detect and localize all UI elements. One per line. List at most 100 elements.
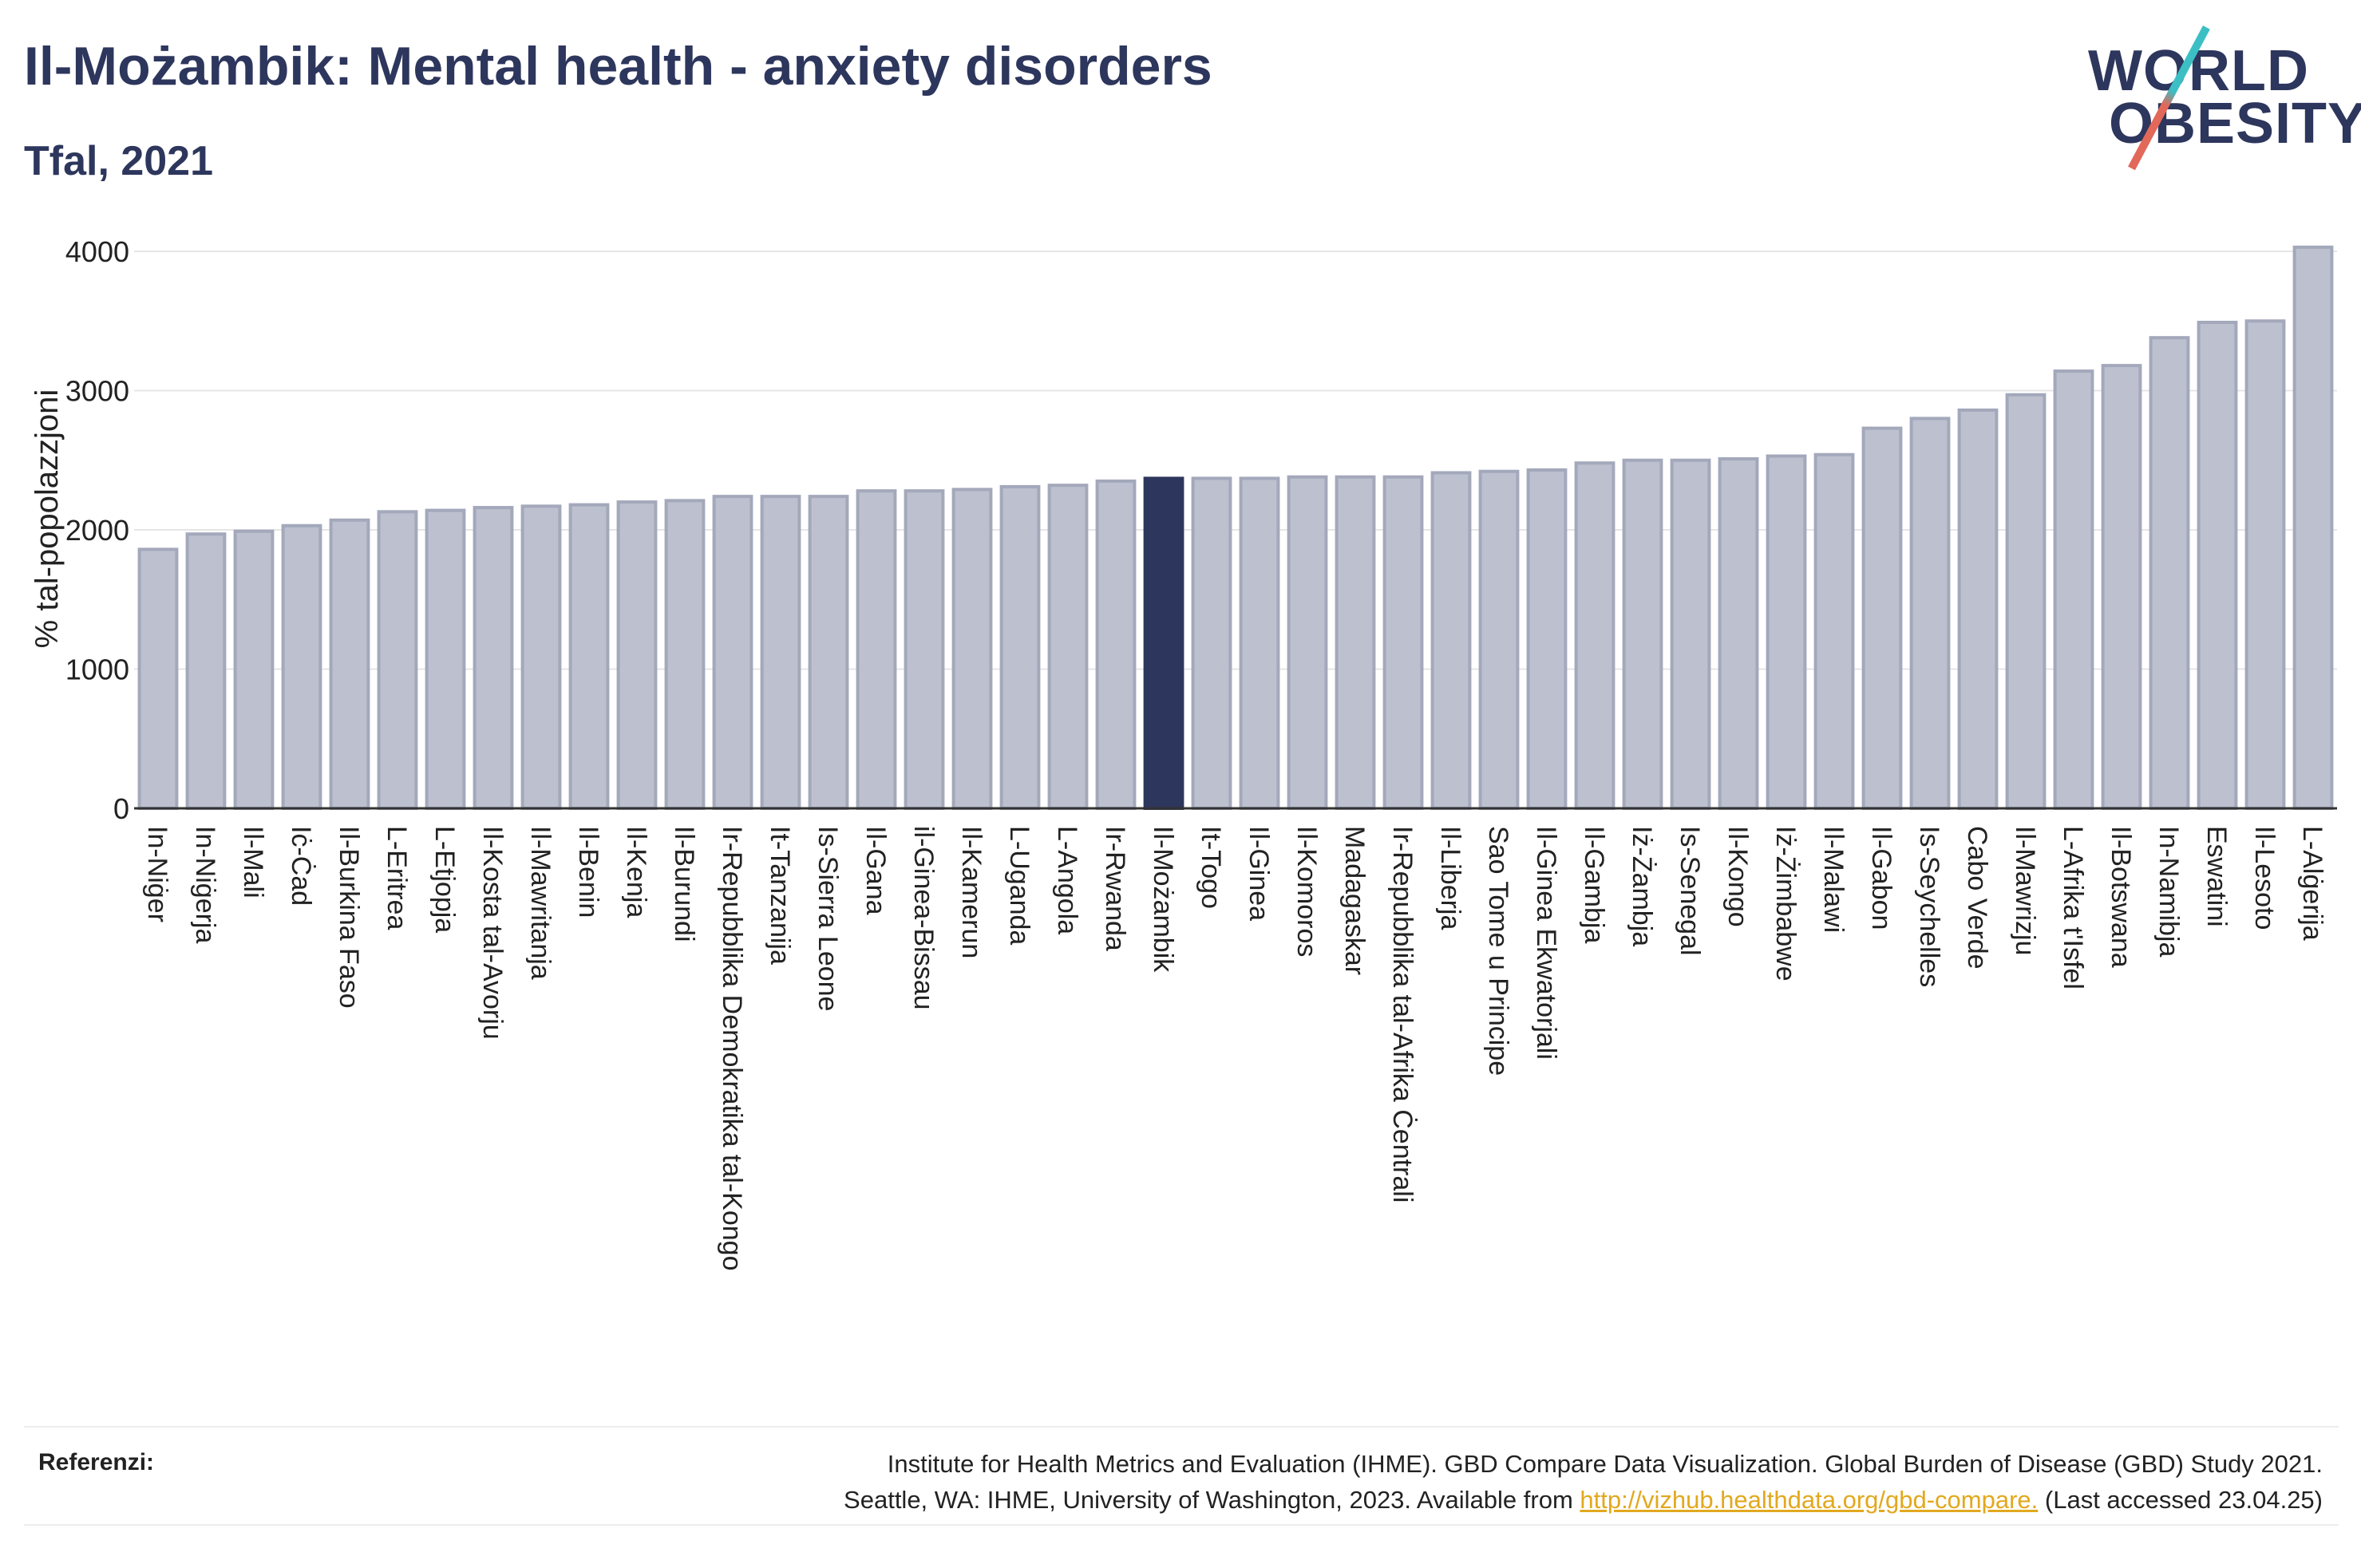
- x-tick-label: Il-Botswana: [2106, 826, 2136, 968]
- bar-highlighted: [1143, 476, 1184, 810]
- x-tick-label: Iż-Żimbabwe: [1770, 826, 1801, 981]
- bar: [1287, 475, 1328, 810]
- x-tick-labels: In-Niġer In-Niġerja Il-Mali Iċ-Ċad Il-Burkin…: [142, 826, 2327, 1270]
- x-tick-label: It-Tanzanija: [765, 826, 795, 965]
- bar: [1382, 475, 1424, 810]
- x-tick-label: Il-Gana: [860, 826, 891, 915]
- bar: [999, 484, 1041, 811]
- x-tick-label: Il-Lesoto: [2249, 826, 2280, 930]
- bar: [329, 518, 370, 810]
- bar: [1191, 476, 1232, 810]
- x-tick-label: Il-Możambik: [1148, 826, 1178, 973]
- x-tick-label: L-Angola: [1052, 826, 1082, 934]
- y-tick-label: 1000: [65, 654, 129, 686]
- x-tick-label: Il-Liberja: [1435, 826, 1465, 930]
- x-tick-label: Il-Ginea Ekwatorjali: [1531, 826, 1561, 1060]
- x-tick-label: Il-Gambja: [1579, 826, 1609, 943]
- x-tick-label: Il-Mali: [238, 826, 268, 899]
- references-text: Institute for Health Metrics and Evaluat…: [844, 1446, 2323, 1518]
- bar: [1909, 417, 1951, 811]
- reference-line-2-prefix: Seattle, WA: IHME, University of Washing…: [844, 1486, 1580, 1514]
- x-tick-label: il-Ginea-Bissau: [908, 826, 939, 1010]
- x-tick-label: Il-Burundi: [669, 826, 699, 942]
- x-tick-label: Il-Kamerun: [956, 826, 987, 958]
- x-tick-label: In-Niġer: [142, 826, 172, 922]
- x-tick-label: Il-Mawritanja: [525, 826, 556, 980]
- y-tick-label: 3000: [65, 375, 129, 408]
- x-tick-label: L-Eritrea: [382, 826, 412, 930]
- y-axis-label: % tal-popolazzjoni: [30, 389, 65, 649]
- bar: [1239, 476, 1280, 810]
- x-tick-label: Il-Ginea: [1244, 826, 1274, 921]
- bar: [1478, 469, 1520, 811]
- bar: [2244, 319, 2286, 810]
- bar: [1957, 408, 1999, 810]
- x-tick-label: Sao Tome u Principe: [1483, 826, 1513, 1076]
- bar: [1430, 471, 1472, 811]
- x-tick-label: Is-Seychelles: [1914, 826, 1944, 987]
- footer-divider-top: [24, 1426, 2339, 1428]
- bar: [425, 508, 466, 810]
- bar: [377, 510, 418, 810]
- bar: [1622, 458, 1663, 810]
- bar: [808, 495, 849, 810]
- bar: [2101, 364, 2142, 810]
- bar: [1813, 452, 1855, 811]
- reference-line-1: Institute for Health Metrics and Evaluat…: [887, 1450, 2323, 1478]
- bar: [2149, 336, 2190, 810]
- x-tick-label: Il-Malawi: [1818, 826, 1849, 933]
- bar: [1047, 484, 1089, 810]
- bar: [2005, 393, 2047, 810]
- x-tick-label: Il-Kenja: [621, 826, 651, 918]
- x-tick-label: In-Namibja: [2153, 826, 2184, 957]
- x-tick-label: Cabo Verde: [1962, 826, 1992, 970]
- x-tick-label: Eswatini: [2201, 826, 2232, 927]
- bar: [951, 488, 993, 811]
- bar: [856, 489, 897, 810]
- reference-link[interactable]: http://vizhub.healthdata.org/gbd-compare…: [1580, 1486, 2039, 1514]
- bar-chart: 0 1000 2000 3000 4000 In-Niġer In-Niġerja Il-M…: [30, 235, 2337, 1270]
- bar: [1574, 461, 1616, 810]
- bar: [1766, 454, 1807, 810]
- bar: [760, 495, 801, 810]
- x-tick-label: L-Alġerija: [2297, 826, 2327, 941]
- reference-line-2: Seattle, WA: IHME, University of Washing…: [844, 1482, 2323, 1518]
- bar: [904, 489, 945, 810]
- x-tick-label: L-Uganda: [1004, 826, 1034, 945]
- x-tick-label: Is-Senegal: [1675, 826, 1705, 956]
- bar: [281, 523, 322, 810]
- footer-divider-bottom: [24, 1524, 2339, 1526]
- y-tick-labels: 0 1000 2000 3000 4000: [65, 235, 129, 825]
- bar: [1095, 479, 1137, 810]
- x-tick-label: L-Afrika t'Isfel: [2058, 826, 2088, 989]
- bar: [2053, 369, 2094, 810]
- bar: [2197, 320, 2238, 810]
- bar: [185, 532, 227, 810]
- x-tick-label: Ir-Rwanda: [1100, 826, 1130, 951]
- bar: [1335, 475, 1376, 810]
- bar: [473, 506, 514, 811]
- bar: [233, 529, 275, 810]
- bar: [1861, 426, 1903, 810]
- x-tick-label: Iż-Żambja: [1627, 826, 1657, 946]
- y-tick-label: 4000: [65, 235, 129, 268]
- x-tick-label: Il-Burkina Faso: [334, 826, 364, 1009]
- bars: [137, 245, 2334, 811]
- bar: [616, 500, 658, 810]
- bar: [712, 495, 753, 810]
- x-tick-label: Il-Komoros: [1291, 826, 1322, 957]
- x-tick-label: Il-Kongo: [1722, 826, 1753, 927]
- bar: [1670, 458, 1711, 810]
- x-tick-label: Is-Sierra Leone: [813, 826, 843, 1011]
- reference-line-2-suffix: (Last accessed 23.04.25): [2038, 1486, 2323, 1514]
- x-tick-label: Ir-Repubblika Demokratika tal-Kongo: [717, 826, 747, 1270]
- world-obesity-logo: WORLD OBESITY: [2083, 26, 2361, 171]
- x-tick-label: Il-Mawrizju: [2010, 826, 2040, 955]
- bar: [520, 504, 562, 811]
- x-tick-label: Il-Kosta tal-Avorju: [477, 826, 508, 1040]
- bar: [2292, 245, 2334, 810]
- x-tick-label: It-Togo: [1196, 826, 1226, 909]
- x-tick-label: Iċ-Ċad: [286, 826, 316, 906]
- x-tick-label: Il-Gabon: [1866, 826, 1896, 930]
- bar: [1718, 457, 1759, 810]
